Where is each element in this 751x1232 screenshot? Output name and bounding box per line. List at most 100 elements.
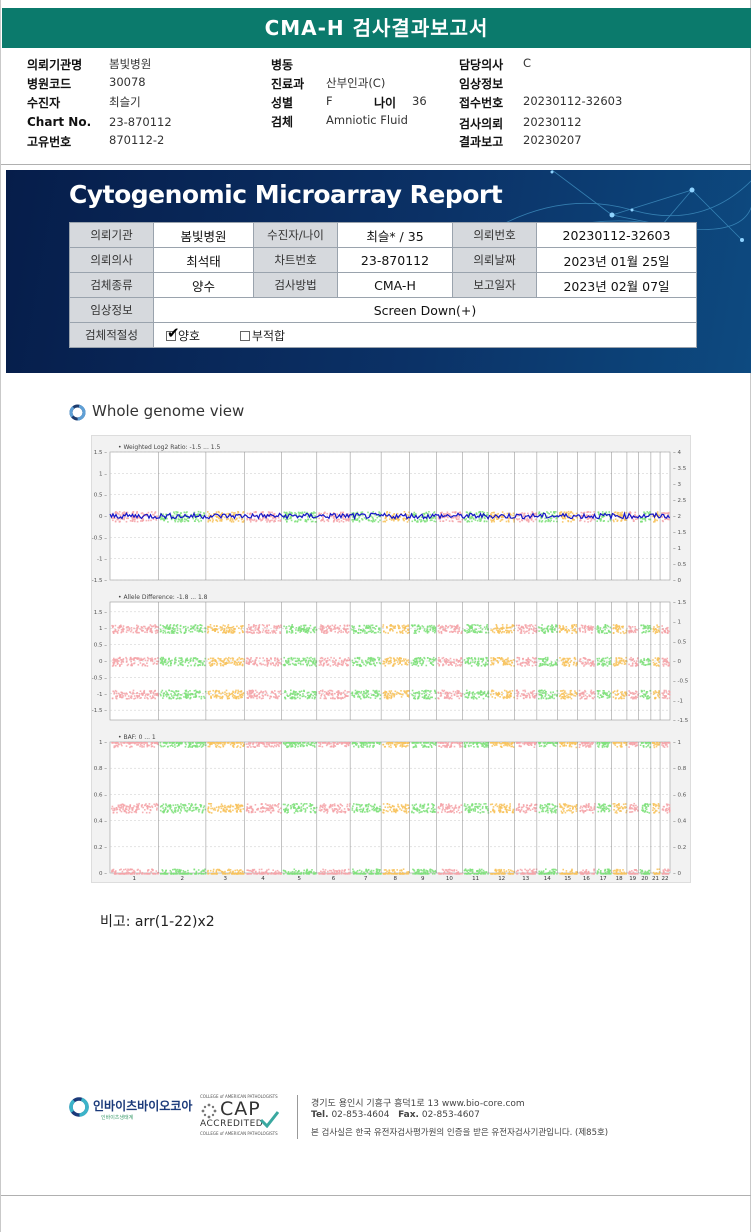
data-point: [354, 657, 356, 660]
data-point: [528, 695, 531, 697]
data-point: [183, 632, 186, 634]
data-point: [379, 627, 381, 630]
data-point: [510, 664, 513, 667]
data-point: [482, 658, 485, 661]
data-point: [619, 514, 622, 516]
data-point: [570, 660, 573, 662]
data-point: [655, 665, 658, 667]
data-point: [666, 512, 668, 514]
data-point: [569, 661, 572, 664]
data-point: [365, 632, 368, 634]
data-point: [241, 663, 244, 666]
data-point: [538, 693, 540, 696]
data-point: [420, 519, 422, 521]
data-point: [120, 624, 122, 627]
data-point: [652, 630, 655, 633]
data-point: [396, 657, 399, 659]
data-point: [214, 630, 216, 632]
data-point: [184, 693, 187, 696]
data-point: [223, 631, 226, 634]
data-point: [470, 627, 473, 630]
data-point: [211, 629, 214, 631]
data-point: [279, 631, 281, 633]
data-point: [555, 624, 557, 626]
data-point: [228, 656, 230, 659]
data-point: [648, 697, 650, 699]
data-point: [246, 657, 248, 660]
data-point: [565, 664, 568, 666]
data-point: [630, 658, 632, 661]
data-point: [207, 628, 209, 631]
data-point: [602, 665, 604, 667]
data-point: [385, 516, 387, 519]
data-point: [170, 630, 173, 633]
data-point: [506, 627, 509, 629]
data-point: [117, 626, 119, 629]
data-point: [389, 662, 391, 665]
data-point: [572, 663, 575, 666]
data-point: [352, 520, 354, 523]
data-point: [596, 657, 599, 660]
data-point: [290, 625, 293, 628]
data-point: [237, 511, 240, 513]
data-point: [306, 691, 309, 694]
data-point: [639, 660, 642, 662]
data-point: [500, 658, 502, 661]
data-point: [365, 696, 368, 699]
data-point: [647, 628, 649, 630]
data-point: [340, 693, 342, 695]
data-point: [249, 513, 251, 515]
data-point: [593, 511, 595, 513]
data-point: [629, 626, 631, 628]
data-point: [294, 657, 296, 660]
data-point: [147, 657, 150, 660]
data-point: [601, 513, 604, 515]
data-point: [227, 631, 230, 634]
data-point: [609, 626, 612, 629]
data-point: [445, 624, 447, 627]
data-point: [119, 656, 121, 659]
data-point: [234, 697, 237, 699]
data-point: [336, 520, 338, 522]
data-point: [360, 629, 362, 631]
data-point: [151, 625, 154, 628]
data-point: [502, 664, 505, 666]
data-point: [266, 521, 268, 523]
data-point: [250, 696, 252, 699]
data-point: [252, 626, 255, 628]
data-point: [469, 625, 472, 627]
data-point: [171, 627, 174, 629]
data-point: [508, 630, 511, 632]
data-point: [216, 516, 218, 518]
data-point: [578, 627, 581, 630]
data-point: [241, 518, 243, 521]
data-point: [236, 662, 238, 665]
data-point: [112, 515, 114, 517]
data-point: [439, 627, 442, 629]
data-point: [227, 518, 229, 520]
data-point: [592, 662, 594, 664]
data-point: [127, 626, 130, 628]
data-point: [413, 511, 416, 514]
y-tick-label: 1.5 –: [94, 610, 107, 616]
data-point: [453, 625, 455, 628]
data-point: [628, 631, 630, 633]
data-point: [602, 664, 605, 666]
data-point: [633, 693, 635, 695]
data-point: [198, 690, 201, 692]
y-tick-label: 0 –: [99, 514, 107, 520]
data-point: [321, 657, 324, 660]
data-point: [133, 662, 135, 665]
data-point: [459, 692, 462, 694]
data-point: [468, 626, 471, 629]
data-point: [180, 657, 182, 659]
data-point: [136, 692, 138, 695]
data-point: [180, 631, 182, 634]
data-point: [245, 660, 248, 662]
data-point: [393, 693, 396, 696]
data-point: [455, 517, 458, 520]
data-point: [338, 663, 341, 665]
data-point: [117, 692, 120, 695]
data-point: [603, 660, 606, 662]
data-point: [541, 689, 543, 692]
